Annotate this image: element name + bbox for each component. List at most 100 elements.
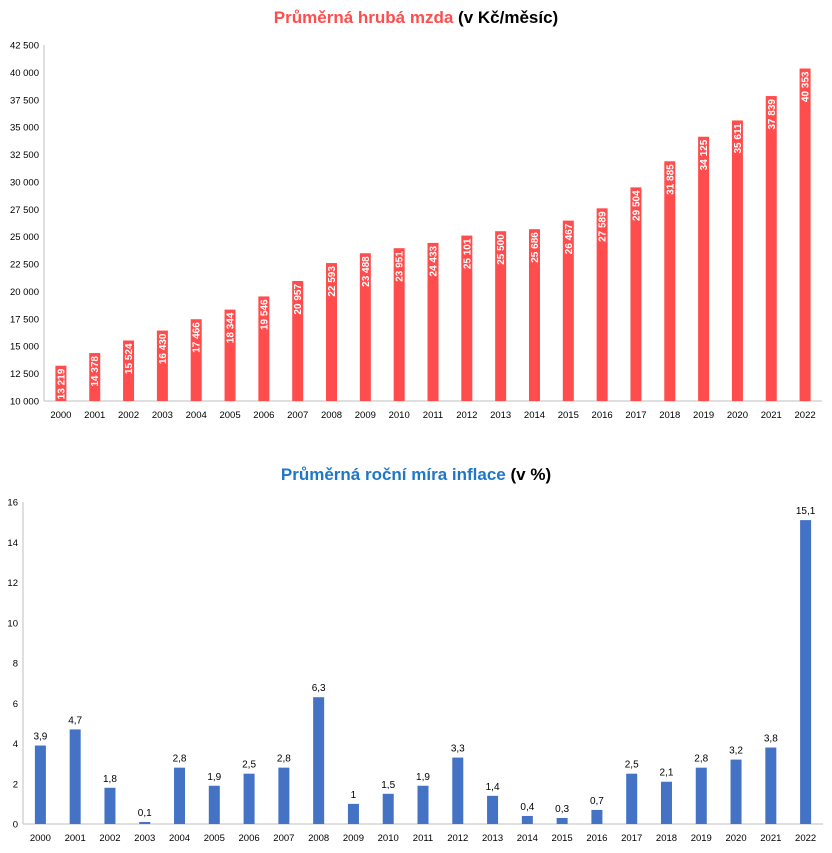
wage-chart-title: Průměrná hrubá mzda (v Kč/měsíc) <box>0 8 832 28</box>
wage-bar <box>630 187 642 401</box>
inflation-value-label: 2,8 <box>694 754 708 765</box>
inflation-value-label: 1,9 <box>416 772 430 783</box>
inflation-bar <box>452 757 464 824</box>
inflation-bar <box>765 747 777 824</box>
wage-ytick-label: 10 000 <box>10 397 39 408</box>
wage-bar <box>190 319 202 401</box>
wage-ytick-label: 35 000 <box>10 123 39 134</box>
wage-ytick-label: 15 000 <box>10 342 39 353</box>
inflation-value-label: 3,2 <box>729 746 743 757</box>
inflation-value-label: 2,1 <box>660 768 674 779</box>
inflation-xtick-label: 2012 <box>447 833 468 844</box>
wage-ytick-label: 12 500 <box>10 369 39 380</box>
wage-bar <box>326 263 338 401</box>
inflation-value-label: 3,8 <box>764 734 778 745</box>
inflation-bar <box>34 745 46 824</box>
inflation-value-label: 0,3 <box>555 804 569 815</box>
inflation-xtick-label: 2020 <box>725 833 746 844</box>
wage-xtick-label: 2005 <box>219 410 240 421</box>
wage-bar <box>258 296 270 401</box>
wage-ytick-label: 42 500 <box>10 41 39 52</box>
inflation-xtick-label: 2013 <box>482 833 503 844</box>
inflation-bar <box>313 697 325 824</box>
wage-value-label: 29 504 <box>631 190 642 221</box>
wage-ytick-label: 25 000 <box>10 232 39 243</box>
wage-xtick-label: 2002 <box>118 410 139 421</box>
wage-bar <box>393 248 405 401</box>
wage-ytick-label: 32 500 <box>10 150 39 161</box>
inflation-value-label: 3,3 <box>451 744 465 755</box>
wage-xtick-label: 2011 <box>423 410 443 421</box>
wage-ytick-label: 17 500 <box>10 314 39 325</box>
wage-xtick-label: 2009 <box>355 410 376 421</box>
wage-value-label: 16 430 <box>158 333 169 364</box>
wage-xtick-label: 2018 <box>659 410 680 421</box>
inflation-value-label: 2,5 <box>625 760 639 771</box>
wage-bar <box>461 235 473 401</box>
inflation-chart: Průměrná roční míra inflace (v %) 0 2 4 6 8 1… <box>0 455 832 853</box>
wage-xtick-label: 2007 <box>287 410 308 421</box>
wage-value-label: 18 344 <box>226 312 237 343</box>
inflation-xtick-label: 2007 <box>273 833 294 844</box>
inflation-value-label: 1 <box>351 790 357 801</box>
wage-bar <box>698 136 710 401</box>
inflation-xtick-label: 2022 <box>795 833 816 844</box>
inflation-ytick-label: 8 <box>13 659 18 670</box>
inflation-value-label: 6,3 <box>312 683 326 694</box>
inflation-bar <box>417 785 429 824</box>
inflation-xtick-label: 2003 <box>134 833 155 844</box>
wage-ytick-label: 20 000 <box>10 287 39 298</box>
wage-xtick-label: 2000 <box>50 410 71 421</box>
wage-xtick-label: 2019 <box>693 410 714 421</box>
inflation-bar <box>521 815 533 824</box>
wage-xtick-label: 2015 <box>558 410 579 421</box>
wage-value-label: 23 488 <box>361 256 372 287</box>
wage-bar <box>427 242 439 401</box>
inflation-bar <box>243 773 255 824</box>
inflation-xtick-label: 2008 <box>308 833 329 844</box>
wage-xtick-label: 2001 <box>84 410 105 421</box>
inflation-ytick-label: 14 <box>7 538 18 549</box>
wage-value-label: 15 524 <box>124 343 135 374</box>
wage-bar <box>156 330 168 401</box>
wage-xtick-label: 2020 <box>727 410 748 421</box>
inflation-bar <box>660 781 672 824</box>
wage-bar <box>224 309 236 401</box>
inflation-ytick-label: 4 <box>13 739 18 750</box>
wage-value-label: 23 951 <box>395 251 406 282</box>
wage-ytick-label: 22 500 <box>10 260 39 271</box>
inflation-bar <box>208 785 220 824</box>
wage-value-label: 17 466 <box>192 322 203 353</box>
inflation-xtick-label: 2010 <box>378 833 399 844</box>
inflation-ytick-label: 10 <box>7 618 18 629</box>
wage-xtick-label: 2004 <box>186 410 207 421</box>
wage-value-label: 31 885 <box>665 164 676 195</box>
wage-bar <box>55 365 67 401</box>
inflation-value-label: 4,7 <box>68 715 82 726</box>
inflation-ytick-label: 6 <box>13 699 18 710</box>
inflation-title-main: Průměrná roční míra inflace <box>280 465 506 484</box>
wage-title-unit: (v Kč/měsíc) <box>458 8 559 27</box>
inflation-xtick-label: 2005 <box>204 833 225 844</box>
wage-ytick-label: 30 000 <box>10 177 39 188</box>
wage-bar <box>528 229 540 401</box>
inflation-value-label: 1,9 <box>207 772 221 783</box>
inflation-value-label: 1,5 <box>381 780 395 791</box>
wage-value-label: 24 433 <box>429 245 440 276</box>
inflation-bar <box>800 520 812 824</box>
inflation-value-label: 3,9 <box>33 732 47 743</box>
inflation-xtick-label: 2006 <box>239 833 260 844</box>
wage-value-label: 37 839 <box>767 99 778 130</box>
wage-value-label: 19 546 <box>259 299 270 330</box>
inflation-xtick-label: 2017 <box>621 833 642 844</box>
wage-xtick-label: 2022 <box>795 410 816 421</box>
inflation-bar <box>626 773 638 824</box>
inflation-value-label: 1,4 <box>486 782 500 793</box>
wage-xtick-label: 2003 <box>152 410 173 421</box>
wage-value-label: 27 589 <box>598 211 609 242</box>
inflation-xtick-label: 2001 <box>65 833 86 844</box>
wage-xtick-label: 2014 <box>524 410 545 421</box>
inflation-xtick-label: 2016 <box>586 833 607 844</box>
wage-bar <box>359 253 371 401</box>
wage-ytick-label: 37 500 <box>10 95 39 106</box>
